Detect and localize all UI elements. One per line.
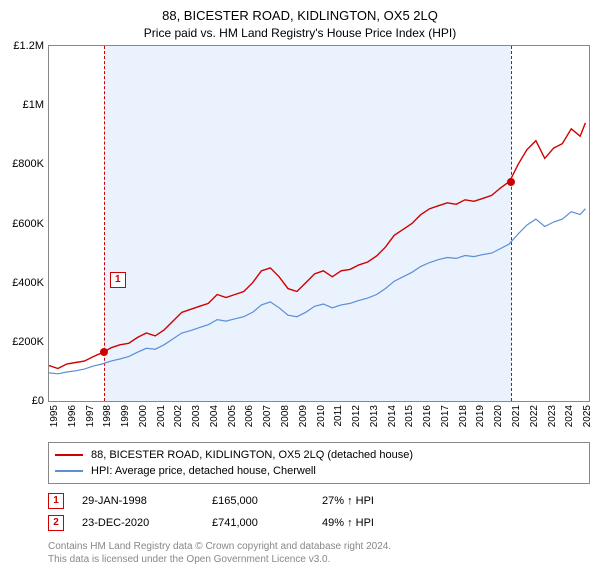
x-tick-label: 2013 xyxy=(369,405,380,427)
x-tick-label: 2007 xyxy=(262,405,273,427)
x-tick-label: 1995 xyxy=(49,405,60,427)
footer-attribution: Contains HM Land Registry data © Crown c… xyxy=(48,540,590,566)
x-tick-label: 2023 xyxy=(547,405,558,427)
event-price: £165,000 xyxy=(212,495,322,507)
legend-swatch xyxy=(55,470,83,472)
x-tick-label: 2011 xyxy=(333,405,344,427)
x-tick-label: 1998 xyxy=(102,405,113,427)
event-row: 2 23-DEC-2020£741,00049% ↑ HPI xyxy=(48,512,590,534)
series-hpi xyxy=(49,209,585,374)
event-price: £741,000 xyxy=(212,517,322,529)
marker-dot xyxy=(507,178,515,186)
x-tick-label: 2018 xyxy=(458,405,469,427)
x-tick-label: 2024 xyxy=(564,405,575,427)
y-tick-label: £800K xyxy=(12,158,44,170)
x-tick-label: 1997 xyxy=(85,405,96,427)
legend-swatch xyxy=(55,454,83,456)
y-tick-label: £200K xyxy=(12,336,44,348)
y-tick-label: £1M xyxy=(23,99,44,111)
x-tick-label: 2025 xyxy=(582,405,593,427)
x-tick-label: 2009 xyxy=(298,405,309,427)
x-tick-label: 2019 xyxy=(475,405,486,427)
event-date: 29-JAN-1998 xyxy=(82,495,212,507)
event-date: 23-DEC-2020 xyxy=(82,517,212,529)
x-tick-label: 2012 xyxy=(351,405,362,427)
event-marker-box: 1 xyxy=(48,493,64,509)
x-tick-label: 2010 xyxy=(316,405,327,427)
x-tick-label: 2006 xyxy=(244,405,255,427)
marker-label-box: 1 xyxy=(110,272,126,288)
event-delta: 49% ↑ HPI xyxy=(322,517,374,529)
x-tick-label: 2021 xyxy=(511,405,522,427)
y-tick-label: £1.2M xyxy=(13,40,44,52)
events-table: 1 29-JAN-1998£165,00027% ↑ HPI 2 23-DEC-202… xyxy=(48,490,590,534)
x-tick-label: 2004 xyxy=(209,405,220,427)
chart-title: 88, BICESTER ROAD, KIDLINGTON, OX5 2LQ xyxy=(0,0,600,23)
event-row: 1 29-JAN-1998£165,00027% ↑ HPI xyxy=(48,490,590,512)
chart-plot-area: £0£200K£400K£600K£800K£1M£1.2M1995199619… xyxy=(48,45,590,402)
y-tick-label: £0 xyxy=(32,395,44,407)
chart-lines xyxy=(49,46,589,401)
legend-row: HPI: Average price, detached house, Cher… xyxy=(55,463,583,479)
legend-row: 88, BICESTER ROAD, KIDLINGTON, OX5 2LQ (… xyxy=(55,447,583,463)
x-tick-label: 2008 xyxy=(280,405,291,427)
marker-dot xyxy=(100,348,108,356)
x-tick-label: 2003 xyxy=(191,405,202,427)
x-tick-label: 1999 xyxy=(120,405,131,427)
x-tick-label: 2014 xyxy=(387,405,398,427)
y-tick-label: £400K xyxy=(12,277,44,289)
x-tick-label: 2016 xyxy=(422,405,433,427)
footer-line1: Contains HM Land Registry data © Crown c… xyxy=(48,540,590,553)
legend-box: 88, BICESTER ROAD, KIDLINGTON, OX5 2LQ (… xyxy=(48,442,590,484)
x-tick-label: 2001 xyxy=(156,405,167,427)
chart-subtitle: Price paid vs. HM Land Registry's House … xyxy=(0,23,600,45)
x-tick-label: 2022 xyxy=(529,405,540,427)
x-tick-label: 2020 xyxy=(493,405,504,427)
x-tick-label: 2017 xyxy=(440,405,451,427)
x-tick-label: 1996 xyxy=(67,405,78,427)
legend-label: HPI: Average price, detached house, Cher… xyxy=(91,465,316,477)
y-tick-label: £600K xyxy=(12,218,44,230)
legend-label: 88, BICESTER ROAD, KIDLINGTON, OX5 2LQ (… xyxy=(91,449,413,461)
x-tick-label: 2000 xyxy=(138,405,149,427)
event-marker-box: 2 xyxy=(48,515,64,531)
x-tick-label: 2005 xyxy=(227,405,238,427)
event-delta: 27% ↑ HPI xyxy=(322,495,374,507)
x-tick-label: 2015 xyxy=(404,405,415,427)
x-tick-label: 2002 xyxy=(173,405,184,427)
